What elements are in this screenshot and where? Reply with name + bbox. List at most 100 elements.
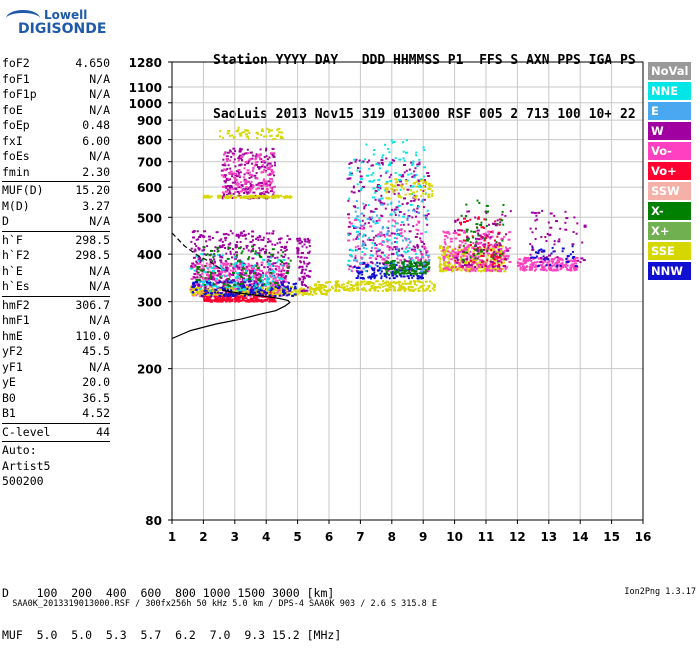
echo-point	[484, 232, 487, 235]
echo-point	[230, 300, 233, 302]
echo-point	[496, 235, 499, 238]
echo-point	[237, 283, 240, 286]
echo-point	[379, 272, 382, 275]
echo-point	[551, 265, 553, 267]
echo-point	[284, 275, 287, 278]
echo-point	[243, 192, 246, 194]
echo-point	[210, 274, 214, 277]
echo-point	[213, 265, 216, 268]
echo-point	[468, 253, 470, 256]
echo-point	[284, 286, 288, 289]
echo-point	[350, 173, 353, 176]
echo-point	[462, 250, 464, 253]
echo-point	[354, 255, 357, 258]
echo-point	[230, 186, 234, 189]
echo-point	[245, 196, 249, 199]
echo-point	[378, 269, 381, 272]
echo-point	[239, 171, 242, 174]
echo-point	[255, 282, 258, 284]
x-tick-label: 2	[199, 530, 207, 544]
echo-point	[262, 239, 265, 241]
echo-point	[548, 254, 551, 257]
echo-point	[208, 263, 212, 266]
echo-point	[199, 294, 203, 296]
echo-point	[411, 276, 414, 279]
echo-point	[573, 267, 576, 270]
echo-point	[219, 130, 222, 133]
echo-point	[390, 271, 393, 274]
echo-point	[236, 275, 239, 278]
echo-point	[286, 281, 289, 284]
echo-point	[573, 258, 576, 261]
echo-point	[423, 175, 426, 178]
echo-point	[300, 290, 303, 292]
echo-point	[270, 299, 273, 302]
echo-point	[302, 277, 306, 280]
echo-point	[413, 174, 416, 177]
echo-point	[288, 289, 292, 292]
echo-point	[304, 289, 307, 292]
echo-point	[556, 264, 559, 267]
echo-point	[572, 231, 575, 233]
echo-point	[415, 256, 419, 259]
echo-point	[296, 293, 300, 296]
echo-point	[223, 293, 226, 296]
echo-point	[407, 238, 410, 241]
echo-point	[546, 233, 549, 235]
echo-point	[247, 258, 250, 261]
echo-point	[239, 241, 242, 243]
echo-point	[483, 246, 486, 248]
echo-point	[466, 238, 468, 241]
echo-point	[387, 147, 390, 150]
echo-point	[248, 284, 252, 286]
echo-point	[308, 270, 312, 273]
echo-point	[442, 230, 445, 233]
echo-point	[301, 268, 305, 271]
echo-point	[234, 172, 237, 175]
echo-point	[398, 266, 401, 269]
echo-point	[268, 264, 271, 266]
echo-point	[200, 292, 203, 295]
echo-point	[235, 262, 238, 264]
echo-point	[220, 246, 224, 248]
echo-point	[466, 252, 469, 254]
echo-point	[470, 268, 473, 271]
echo-point	[378, 164, 381, 167]
echo-point	[551, 261, 554, 264]
echo-point	[394, 157, 397, 160]
echo-point	[251, 250, 254, 252]
echo-point	[190, 278, 194, 280]
echo-point	[473, 267, 476, 270]
echo-point	[263, 181, 267, 184]
echo-point	[565, 258, 568, 260]
echo-point	[205, 278, 208, 281]
echo-point	[306, 240, 309, 243]
echo-point	[494, 245, 497, 248]
echo-point	[198, 288, 201, 290]
echo-point	[386, 190, 389, 193]
echo-point	[223, 274, 226, 277]
echo-point	[371, 230, 374, 233]
echo-point	[302, 278, 305, 281]
echo-point	[231, 281, 234, 284]
echo-point	[545, 269, 548, 272]
echo-point	[236, 266, 239, 269]
echo-point	[199, 286, 202, 289]
echo-point	[401, 239, 404, 242]
echo-point	[372, 187, 376, 190]
echo-point	[472, 230, 476, 233]
echo-point	[410, 285, 413, 288]
echo-point	[559, 257, 563, 260]
echo-point	[238, 298, 241, 301]
echo-point	[281, 293, 283, 296]
echo-point	[394, 214, 397, 216]
param-divider	[2, 295, 110, 297]
echo-point	[477, 246, 479, 249]
echo-point	[225, 157, 228, 160]
echo-point	[259, 157, 262, 160]
echo-point	[234, 290, 236, 293]
param-divider	[2, 181, 110, 182]
echo-point	[414, 185, 417, 188]
echo-point	[329, 281, 332, 284]
echo-point	[256, 269, 259, 272]
